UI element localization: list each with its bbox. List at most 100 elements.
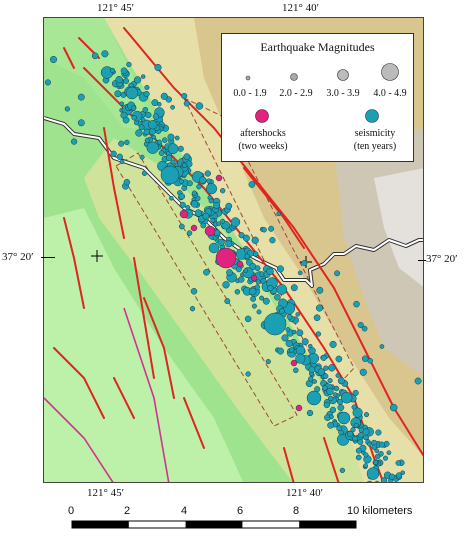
seismicity-marker bbox=[301, 260, 308, 266]
seismicity-marker bbox=[256, 309, 262, 315]
seismicity-marker bbox=[143, 90, 150, 98]
seismicity-marker bbox=[185, 205, 191, 210]
seismicity-marker bbox=[64, 106, 71, 112]
seismicity-marker bbox=[91, 52, 99, 60]
legend-seismicity-symbol bbox=[365, 109, 379, 123]
scale-tick-0: 0 bbox=[68, 505, 75, 517]
seismicity-marker bbox=[366, 467, 380, 480]
seismicity-marker bbox=[297, 270, 303, 276]
seismicity-marker bbox=[317, 368, 326, 376]
coord-left-lat-text: 37° 20′ bbox=[2, 251, 34, 263]
seismicity-marker bbox=[44, 79, 51, 86]
scale-bar: 0 2 4 6 8 10 kilometers bbox=[0, 500, 469, 541]
seismicity-marker bbox=[181, 92, 188, 100]
aftershock-marker bbox=[179, 209, 189, 219]
seismicity-marker bbox=[208, 242, 220, 254]
aftershock-zone-box-west bbox=[115, 152, 298, 427]
seismicity-marker bbox=[285, 339, 293, 348]
seismicity-marker bbox=[119, 101, 125, 106]
seismicity-marker bbox=[363, 463, 368, 468]
seismicity-marker bbox=[363, 452, 369, 458]
seismicity-marker bbox=[259, 295, 265, 301]
seismicity-marker bbox=[262, 297, 270, 305]
legend-seismicity-period: (ten years) bbox=[353, 141, 397, 152]
seismicity-marker bbox=[323, 401, 330, 409]
seismicity-marker bbox=[363, 412, 370, 418]
seismicity-marker bbox=[296, 329, 304, 337]
seismicity-marker bbox=[120, 67, 128, 75]
seismicity-marker bbox=[347, 430, 354, 438]
seismicity-marker bbox=[278, 308, 285, 314]
seismicity-marker bbox=[327, 378, 333, 384]
seismicity-marker bbox=[225, 202, 233, 210]
seismicity-marker bbox=[230, 217, 241, 227]
seismicity-marker bbox=[337, 377, 345, 385]
seismicity-marker bbox=[355, 447, 362, 454]
seismicity-marker bbox=[332, 392, 338, 397]
seismicity-marker bbox=[77, 119, 85, 127]
legend-aftershock-symbol bbox=[255, 109, 269, 123]
seismicity-marker bbox=[326, 387, 334, 396]
legend-symbol-mag-0 bbox=[245, 75, 251, 81]
seismicity-marker bbox=[382, 455, 389, 461]
seismicity-marker bbox=[196, 184, 202, 190]
seismicity-marker bbox=[295, 353, 306, 364]
seismicity-marker bbox=[154, 63, 162, 72]
seismicity-marker bbox=[123, 78, 130, 84]
seismicity-marker bbox=[248, 181, 256, 188]
seismicity-marker bbox=[140, 74, 146, 79]
seismicity-marker bbox=[328, 364, 336, 372]
seismicity-marker bbox=[210, 217, 216, 223]
seismicity-marker bbox=[274, 294, 281, 301]
seismicity-marker bbox=[359, 368, 367, 376]
seismicity-marker bbox=[205, 183, 218, 195]
seismicity-marker bbox=[148, 120, 158, 130]
seismicity-marker bbox=[77, 93, 85, 101]
scale-tick-4: 4 bbox=[181, 505, 188, 517]
seismicity-marker bbox=[308, 366, 316, 374]
scale-tick-6: 6 bbox=[237, 505, 244, 517]
seismicity-marker bbox=[290, 284, 298, 292]
seismicity-marker bbox=[306, 409, 314, 417]
seismicity-marker bbox=[251, 303, 257, 309]
seismicity-marker bbox=[245, 371, 251, 377]
seismicity-marker bbox=[357, 321, 364, 329]
seismicity-marker bbox=[169, 196, 174, 201]
seismicity-marker bbox=[322, 385, 328, 391]
seismicity-marker bbox=[265, 359, 271, 365]
seismicity-marker bbox=[352, 435, 358, 442]
seismicity-marker bbox=[244, 253, 250, 259]
seismicity-marker bbox=[286, 313, 293, 320]
seismicity-marker bbox=[379, 344, 385, 349]
seismicity-marker bbox=[316, 286, 324, 294]
aftershock-marker bbox=[190, 224, 198, 232]
seismicity-marker bbox=[357, 432, 364, 439]
seismicity-marker bbox=[339, 467, 346, 474]
seismicity-marker bbox=[263, 312, 287, 336]
seismicity-marker bbox=[243, 268, 249, 273]
seismicity-marker bbox=[157, 102, 162, 107]
seismicity-marker bbox=[327, 395, 334, 402]
seismicity-marker bbox=[337, 404, 345, 411]
terrain-peaks bbox=[374, 168, 423, 287]
seismicity-marker bbox=[216, 221, 222, 227]
legend-range-3: 4.0 - 4.9 bbox=[373, 88, 407, 99]
seismicity-marker bbox=[203, 269, 210, 276]
seismicity-marker bbox=[353, 422, 359, 428]
seismicity-marker bbox=[144, 137, 150, 143]
legend: Earthquake Magnitudes 0.0 - 1.9 2.0 - 2.… bbox=[221, 33, 414, 162]
seismicity-marker bbox=[116, 153, 123, 160]
seismicity-marker bbox=[139, 154, 145, 160]
seismicity-marker bbox=[177, 145, 184, 152]
seismicity-marker bbox=[208, 198, 214, 204]
seismicity-marker bbox=[361, 325, 368, 332]
seismicity-marker bbox=[395, 472, 402, 479]
seismicity-marker bbox=[353, 300, 360, 308]
seismicity-marker bbox=[109, 67, 116, 73]
seismicity-marker bbox=[295, 312, 300, 317]
seismicity-marker bbox=[133, 76, 142, 84]
seismicity-marker bbox=[308, 376, 314, 382]
coord-top-left: 121° 45′ bbox=[97, 2, 135, 14]
seismicity-marker bbox=[367, 358, 373, 364]
seismicity-marker bbox=[251, 236, 259, 244]
